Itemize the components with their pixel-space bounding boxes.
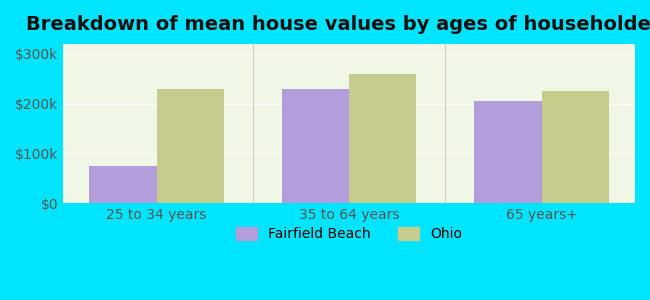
Bar (281, 88, 349, 203)
Title: Breakdown of mean house values by ages of householders: Breakdown of mean house values by ages o… (26, 15, 650, 34)
Bar (157, 88, 224, 203)
Bar (89, 166, 157, 203)
Legend: Fairfield Beach, Ohio: Fairfield Beach, Ohio (230, 222, 468, 247)
Bar (541, 91, 609, 203)
Bar (474, 101, 541, 203)
Bar (349, 74, 417, 203)
